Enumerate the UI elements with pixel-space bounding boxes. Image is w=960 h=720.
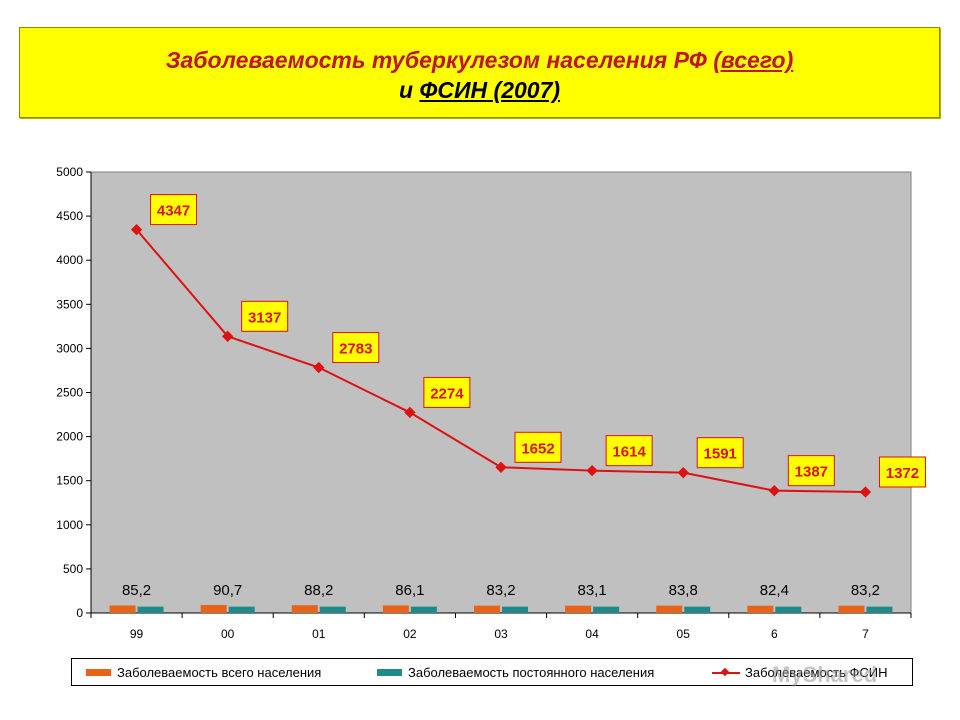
legend-item-permanent: Заболеваемость постоянного населения (377, 665, 654, 680)
line-data-label-box (696, 437, 744, 469)
legend-swatch-permanent (377, 669, 402, 676)
bar-total (565, 605, 592, 613)
bar-data-label: 83,1 (578, 582, 607, 599)
legend-label-total: Заболеваемость всего населения (117, 665, 322, 680)
bar-total (200, 605, 227, 613)
x-tick-label: 05 (677, 627, 691, 641)
bar-permanent (137, 606, 164, 613)
y-tick-label: 4500 (56, 209, 83, 223)
title-text-2: и (398, 77, 420, 103)
point-fsin (495, 461, 507, 473)
y-tick-label: 3500 (56, 297, 83, 311)
y-tick-label: 1000 (56, 518, 83, 532)
x-tick-label: 04 (585, 627, 599, 641)
bar-data-label: 83,8 (669, 582, 698, 599)
line-data-label: 1591 (704, 446, 737, 463)
bar-data-label: 83,2 (851, 582, 880, 599)
line-data-label: 1614 (612, 444, 646, 461)
line-data-label: 1387 (795, 464, 828, 481)
point-fsin (586, 464, 598, 477)
bar-permanent (866, 606, 893, 613)
legend: Заболеваемость всего населения Заболевае… (71, 658, 913, 686)
legend-item-fsin: Заболеваемость ФСИН (712, 665, 888, 680)
bar-total (747, 605, 774, 613)
x-tick-label: 02 (403, 627, 417, 641)
bar-data-label: 83,2 (486, 582, 515, 599)
y-tick-label: 500 (63, 562, 83, 576)
line-data-label-box (241, 300, 289, 332)
bar-total (474, 605, 500, 613)
legend-swatch-fsin (712, 667, 740, 678)
bar-total (291, 605, 318, 613)
point-fsin (313, 361, 325, 374)
bar-permanent (593, 606, 620, 613)
line-data-label-box (605, 435, 653, 467)
line-data-label: 3137 (248, 309, 281, 326)
bar-total (382, 605, 409, 613)
x-tick-label: 7 (862, 627, 869, 641)
x-tick-label: 01 (312, 627, 326, 641)
bar-total (838, 605, 865, 613)
bar-total (109, 605, 136, 613)
legend-swatch-total (86, 669, 111, 676)
point-fsin (130, 223, 143, 236)
bar-permanent (502, 606, 528, 613)
point-fsin (404, 406, 416, 419)
y-tick-label: 0 (76, 606, 83, 620)
bar-total (656, 605, 683, 613)
watermark: MyShared (772, 662, 878, 687)
y-tick-label: 4000 (56, 253, 83, 267)
bar-data-label: 88,2 (304, 582, 333, 599)
line-data-label-box (787, 455, 835, 487)
point-fsin (768, 485, 780, 497)
y-tick-label: 1500 (56, 474, 83, 488)
bar-permanent (775, 606, 802, 613)
bar-permanent (228, 606, 255, 613)
x-tick-label: 00 (221, 627, 235, 641)
point-fsin (677, 467, 689, 479)
title-underlined-text: (всего) (713, 47, 794, 73)
bar-permanent (319, 606, 346, 613)
legend-item-total: Заболеваемость всего населения (86, 665, 321, 680)
x-tick-label: 99 (130, 627, 144, 641)
y-tick-label: 2500 (56, 386, 83, 400)
line-data-label-box (332, 332, 380, 364)
line-data-label-box (878, 456, 926, 488)
line-data-label-box (150, 194, 198, 226)
bar-permanent (684, 606, 711, 613)
chart-title-line1: Заболеваемость туберкулезом населения РФ… (20, 47, 939, 74)
x-tick-label: 6 (771, 627, 778, 641)
bar-data-label: 86,1 (395, 582, 424, 599)
title-text: Заболеваемость туберкулезом населения РФ (165, 47, 714, 73)
y-tick-label: 3000 (56, 341, 83, 355)
y-tick-label: 2000 (56, 430, 83, 444)
point-fsin (859, 486, 872, 498)
line-data-label: 4347 (157, 203, 190, 220)
chart-title-line2: и ФСИН (2007) (20, 77, 939, 104)
line-data-label: 2783 (339, 341, 372, 358)
legend-label-permanent: Заболеваемость постоянного населения (408, 665, 655, 680)
bar-data-label: 82,4 (760, 582, 789, 599)
point-fsin (222, 330, 234, 342)
plot-area (90, 171, 912, 614)
line-data-label: 1372 (886, 465, 919, 482)
bar-data-label: 90,7 (213, 582, 242, 599)
line-data-label-box (423, 376, 471, 408)
bar-data-label: 85,2 (122, 582, 151, 599)
legend-label-fsin: Заболеваемость ФСИН (745, 665, 888, 680)
title-underlined-text-2: ФСИН (2007) (419, 77, 561, 103)
x-tick-label: 03 (494, 627, 508, 641)
bar-permanent (410, 606, 437, 613)
line-data-label: 1652 (521, 440, 554, 457)
line-data-label: 2274 (430, 385, 464, 402)
title-box: Заболеваемость туберкулезом населения РФ… (19, 27, 940, 118)
y-tick-label: 5000 (56, 165, 83, 179)
line-data-label-box (514, 431, 562, 463)
